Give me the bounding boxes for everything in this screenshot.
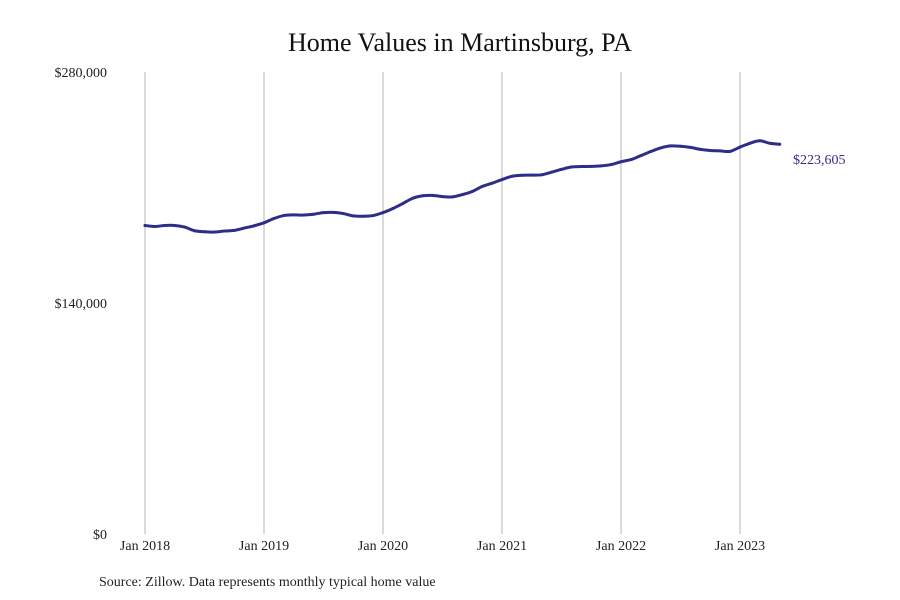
data-point xyxy=(232,228,236,232)
data-point xyxy=(569,165,573,169)
data-point xyxy=(163,223,167,227)
data-point xyxy=(599,164,603,168)
data-point xyxy=(203,230,206,234)
data-point xyxy=(560,167,563,171)
data-point xyxy=(579,165,583,169)
data-point xyxy=(768,141,772,145)
chart-title: Home Values in Martinsburg, PA xyxy=(288,28,632,57)
data-point xyxy=(550,170,554,174)
data-point xyxy=(242,226,246,230)
data-point xyxy=(292,213,296,217)
data-point xyxy=(143,223,147,227)
data-point xyxy=(718,149,722,153)
data-point xyxy=(351,214,355,218)
data-point xyxy=(649,150,653,154)
x-tick-label: Jan 2023 xyxy=(715,539,765,554)
source-note: Source: Zillow. Data represents monthly … xyxy=(99,575,436,590)
data-point xyxy=(460,193,464,197)
data-point xyxy=(589,164,593,168)
data-point xyxy=(480,185,484,189)
data-point xyxy=(222,229,226,233)
x-axis-tick-labels: Jan 2018 Jan 2019 Jan 2020 Jan 2021 Jan 2022… xyxy=(120,539,765,554)
data-point xyxy=(411,196,415,200)
grid-layer xyxy=(144,72,741,534)
data-point xyxy=(153,224,157,228)
data-point xyxy=(619,160,623,164)
data-point xyxy=(708,149,712,153)
data-point xyxy=(322,211,325,215)
data-point xyxy=(193,229,197,233)
x-tick-label: Jan 2021 xyxy=(477,539,527,554)
data-point xyxy=(381,211,385,215)
data-point xyxy=(183,225,187,229)
y-tick-label: $280,000 xyxy=(55,66,108,81)
data-point xyxy=(450,195,454,199)
x-tick-label: Jan 2019 xyxy=(239,539,289,554)
data-point xyxy=(173,223,177,227)
data-point xyxy=(361,214,365,218)
end-value-label: $223,605 xyxy=(793,153,846,168)
y-tick-label: $0 xyxy=(93,528,107,543)
x-tick-label: Jan 2022 xyxy=(596,539,646,554)
x-tick-label: Jan 2018 xyxy=(120,539,170,554)
series-layer xyxy=(143,139,782,234)
data-point xyxy=(520,173,524,177)
data-point xyxy=(728,149,732,153)
data-point xyxy=(312,212,316,216)
data-point xyxy=(470,189,474,193)
data-point xyxy=(371,214,375,218)
data-point xyxy=(302,213,306,217)
data-point xyxy=(272,217,276,221)
data-point xyxy=(609,163,613,167)
data-point xyxy=(530,173,534,177)
data-point xyxy=(629,158,633,162)
data-point xyxy=(748,141,752,145)
data-point xyxy=(262,221,266,225)
data-point xyxy=(540,173,544,177)
data-point xyxy=(401,202,405,206)
data-point xyxy=(669,144,673,148)
data-point xyxy=(758,139,762,143)
data-point xyxy=(639,154,643,158)
y-axis-tick-labels: $0 $140,000 $280,000 xyxy=(55,66,108,543)
data-point xyxy=(510,174,514,178)
home-value-line xyxy=(143,139,782,234)
data-point xyxy=(738,145,742,149)
data-point xyxy=(679,144,682,148)
data-point xyxy=(341,212,345,216)
data-point xyxy=(421,194,425,198)
data-point xyxy=(441,195,444,199)
data-point xyxy=(698,147,702,151)
data-point xyxy=(282,214,286,218)
data-point xyxy=(331,210,335,214)
data-point xyxy=(778,142,782,146)
y-tick-label: $140,000 xyxy=(55,297,108,312)
data-point xyxy=(431,193,435,197)
data-point xyxy=(212,230,216,234)
data-point xyxy=(688,145,692,149)
data-point xyxy=(490,181,494,185)
data-point xyxy=(659,146,663,150)
x-tick-label: Jan 2020 xyxy=(358,539,408,554)
data-point xyxy=(500,178,504,182)
data-point xyxy=(391,206,395,210)
data-point xyxy=(252,224,256,228)
